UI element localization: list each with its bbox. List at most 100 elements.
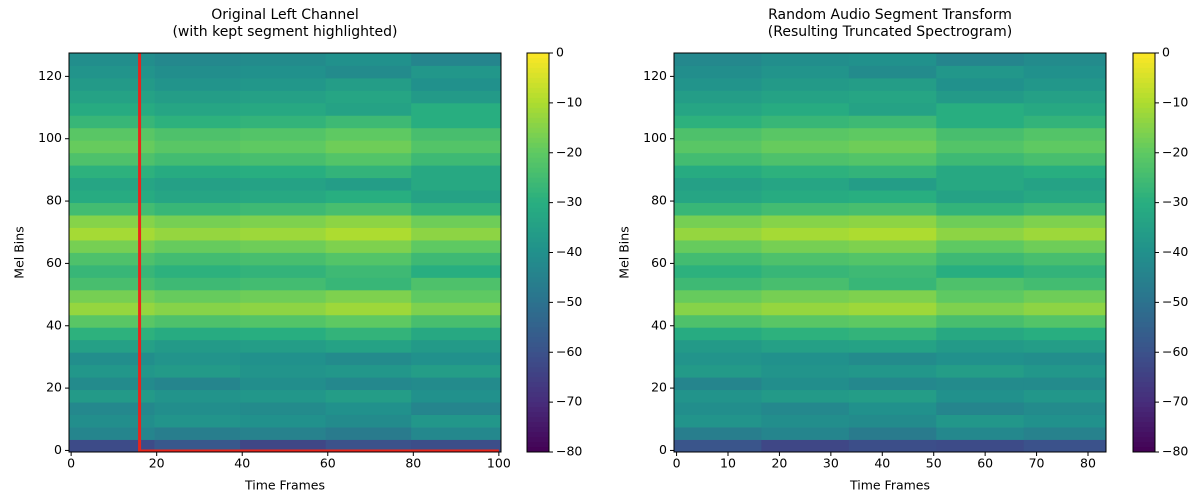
- heatmap-cell: [1023, 327, 1107, 341]
- heatmap-cell: [848, 389, 937, 403]
- colorbar-step: [1133, 72, 1155, 79]
- heatmap-cell: [936, 127, 1025, 141]
- x-tick-label: 50: [926, 456, 942, 471]
- colorbar-step: [1133, 202, 1155, 209]
- x-tick-label: 100: [487, 456, 511, 471]
- heatmap-cell: [761, 177, 850, 191]
- colorbar-step: [1133, 397, 1155, 403]
- heatmap-cell: [325, 314, 412, 328]
- heatmap-cell: [325, 414, 412, 428]
- colorbar-step: [527, 147, 549, 154]
- colorbar-step: [527, 53, 549, 59]
- colorbar-step: [1133, 112, 1155, 119]
- colorbar-step: [1133, 357, 1155, 363]
- heatmap-cell: [240, 402, 327, 415]
- colorbar-step: [527, 162, 549, 169]
- axes-frame: [68, 52, 502, 453]
- heatmap-cell: [325, 77, 412, 91]
- colorbar-step: [1133, 97, 1155, 104]
- heatmap-cell: [1023, 277, 1107, 291]
- heatmap-cell: [69, 277, 155, 291]
- colorbar-step: [1133, 417, 1155, 423]
- heatmap-cell: [325, 140, 412, 154]
- heatmap-cell: [1023, 102, 1107, 116]
- heatmap-cell: [848, 202, 937, 216]
- heatmap-cell: [411, 339, 502, 353]
- colorbar-step: [1133, 447, 1155, 453]
- heatmap-cell: [154, 165, 241, 179]
- colorbar-step: [527, 127, 549, 134]
- heatmap-cell: [240, 339, 327, 353]
- heatmap-cell: [411, 240, 502, 253]
- heatmap-cell: [1023, 190, 1107, 204]
- heatmap-cell: [936, 427, 1025, 440]
- colorbar-tick-label: −20: [1162, 144, 1188, 159]
- heatmap-cell: [936, 53, 1025, 66]
- heatmap-cell: [761, 314, 850, 328]
- heatmap-cell: [325, 227, 412, 241]
- heatmap-cell: [1023, 252, 1107, 266]
- colorbar-tick-label: −70: [1162, 394, 1188, 409]
- heatmap-cell: [411, 190, 502, 204]
- colorbar-step: [1133, 392, 1155, 398]
- colorbar-step: [1133, 252, 1155, 258]
- heatmap-cell: [674, 165, 762, 179]
- heatmap-cell: [1023, 53, 1107, 66]
- colorbar-step: [1133, 102, 1155, 109]
- colorbar-step: [527, 442, 549, 448]
- heatmap-cell: [411, 289, 502, 303]
- heatmap-cell: [674, 65, 762, 79]
- colorbar-step: [1133, 347, 1155, 353]
- heatmap-cell: [325, 177, 412, 191]
- chart-title: (Resulting Truncated Spectrogram): [768, 24, 1012, 40]
- heatmap-cell: [69, 77, 155, 91]
- colorbar-step: [527, 222, 549, 229]
- heatmap-cell: [936, 352, 1025, 366]
- colorbar-step: [1133, 177, 1155, 184]
- heatmap-cell: [154, 77, 241, 91]
- colorbar-step: [1133, 427, 1155, 433]
- colorbar-step: [1133, 387, 1155, 393]
- colorbar-step: [1133, 352, 1155, 358]
- heatmap-cell: [411, 177, 502, 191]
- colorbar-step: [527, 217, 549, 224]
- colorbar-step: [527, 342, 549, 348]
- colorbar-step: [1133, 117, 1155, 124]
- heatmap-cell: [240, 202, 327, 216]
- heatmap-cell: [240, 65, 327, 79]
- heatmap-cell: [848, 352, 937, 366]
- x-tick-label: 80: [405, 456, 421, 471]
- chart-title: (with kept segment highlighted): [172, 24, 397, 40]
- colorbar-step: [527, 102, 549, 109]
- heatmap-cell: [411, 314, 502, 328]
- colorbar-step: [527, 412, 549, 418]
- heatmap-cell: [761, 427, 850, 440]
- heatmap-cell: [1023, 202, 1107, 216]
- heatmap-cell: [761, 339, 850, 353]
- heatmap-cell: [936, 102, 1025, 116]
- heatmap-cell: [761, 377, 850, 391]
- colorbar-step: [527, 432, 549, 438]
- heatmap-cell: [411, 115, 502, 129]
- colorbar-step: [527, 297, 549, 303]
- heatmap-cell: [69, 53, 155, 66]
- colorbar-step: [1133, 142, 1155, 149]
- heatmap-cell: [936, 302, 1025, 316]
- heatmap-cell: [154, 177, 241, 191]
- colorbar-step: [1133, 342, 1155, 348]
- heatmap-cell: [848, 339, 937, 353]
- heatmap-cell: [154, 402, 241, 415]
- heatmap-cell: [674, 202, 762, 216]
- x-tick-label: 40: [234, 456, 250, 471]
- heatmap-cell: [69, 65, 155, 79]
- heatmap-cell: [848, 77, 937, 91]
- heatmap-cell: [674, 402, 762, 415]
- heatmap-cell: [674, 277, 762, 291]
- heatmap-cell: [1023, 339, 1107, 353]
- x-tick-label: 20: [771, 456, 787, 471]
- colorbar-step: [527, 367, 549, 373]
- colorbar-step: [527, 97, 549, 104]
- heatmap-cell: [761, 102, 850, 116]
- heatmap-cell: [761, 190, 850, 204]
- heatmap-cell: [848, 439, 937, 453]
